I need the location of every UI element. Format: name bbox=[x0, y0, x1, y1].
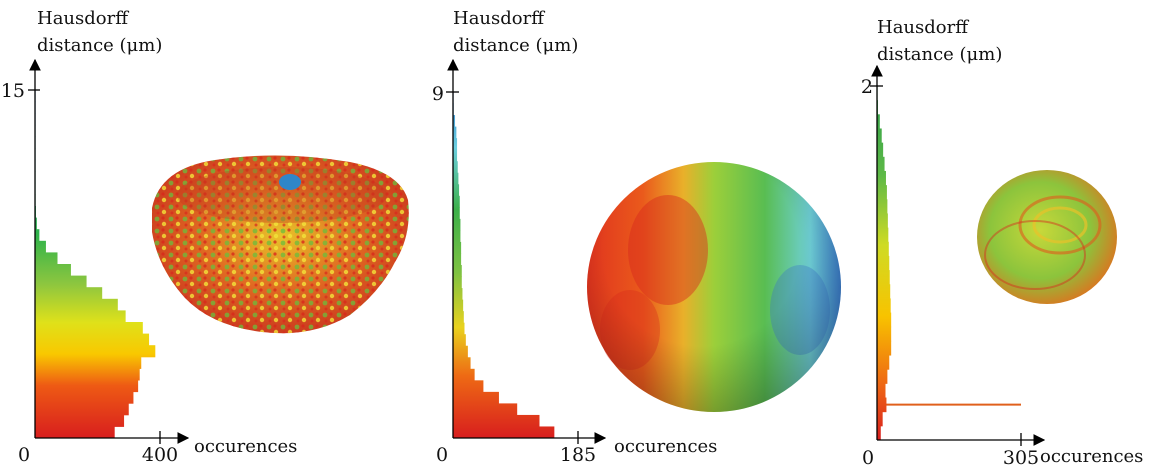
histogram-bar bbox=[453, 126, 457, 139]
histogram-bar bbox=[453, 380, 484, 393]
panel-2: Hausdorff distance (μm) 9 0 185 occurenc… bbox=[432, 8, 841, 466]
y-tick-label: 9 bbox=[432, 83, 444, 105]
histogram-bar bbox=[877, 397, 887, 413]
histogram-bar bbox=[35, 345, 156, 358]
histogram-bar bbox=[877, 425, 881, 441]
histogram-bar bbox=[877, 213, 888, 229]
histogram-bars bbox=[35, 90, 156, 439]
histogram-bar bbox=[453, 368, 475, 381]
histogram-bar bbox=[453, 403, 518, 416]
histogram-bar bbox=[35, 380, 139, 393]
histogram-bar bbox=[453, 426, 555, 439]
histogram-bar bbox=[453, 230, 461, 243]
histogram-bar bbox=[877, 114, 880, 129]
histogram-bar bbox=[35, 217, 37, 230]
histogram-bar bbox=[453, 265, 462, 278]
histogram-bar bbox=[35, 403, 129, 416]
x-axis-label: occurences bbox=[614, 436, 717, 457]
histogram-bar bbox=[453, 138, 458, 151]
histogram-bar bbox=[35, 426, 115, 439]
histogram-bar bbox=[35, 275, 87, 288]
histogram-bar bbox=[35, 252, 58, 265]
x-tick-label-max: 305 bbox=[1003, 447, 1039, 467]
histogram-bar bbox=[877, 241, 889, 257]
histogram-bar bbox=[35, 240, 46, 253]
histogram-bar bbox=[453, 241, 462, 254]
y-axis-label-line1: Hausdorff bbox=[453, 8, 545, 29]
histogram-bar bbox=[453, 334, 466, 347]
histogram-bar bbox=[453, 218, 461, 231]
histogram-bar bbox=[35, 298, 118, 311]
model-render-egg bbox=[977, 170, 1117, 304]
model-render-sphere bbox=[587, 162, 841, 412]
histogram-bar bbox=[453, 195, 460, 208]
x-tick-label-0: 0 bbox=[862, 447, 874, 467]
y-axis-label-line1: Hausdorff bbox=[877, 17, 969, 38]
histogram-bar bbox=[453, 149, 458, 162]
y-axis-label-line2: distance (μm) bbox=[453, 35, 578, 56]
histogram-bar bbox=[453, 299, 464, 312]
y-tick-label: 15 bbox=[1, 80, 25, 102]
histogram-bar bbox=[877, 326, 892, 342]
histogram-bar bbox=[877, 170, 886, 186]
y-axis-label-line2: distance (μm) bbox=[37, 35, 162, 56]
histogram-bars bbox=[877, 86, 1021, 441]
histogram-bar bbox=[453, 161, 458, 174]
x-tick-label-max: 400 bbox=[142, 444, 178, 466]
histogram-bar bbox=[453, 357, 471, 370]
histogram-bar bbox=[877, 128, 882, 144]
panel-1: Hausdorff distance (μm) 15 0 400 occuren… bbox=[1, 8, 409, 466]
histogram-bar bbox=[453, 207, 460, 220]
histogram-bar bbox=[877, 369, 888, 384]
histogram-bar bbox=[877, 312, 892, 328]
histogram-bar bbox=[877, 255, 890, 271]
histogram-bar bbox=[453, 322, 465, 335]
histogram-bar bbox=[35, 229, 40, 242]
y-tick-label: 2 bbox=[861, 76, 873, 98]
histogram-bar bbox=[35, 391, 134, 404]
model-render-bowl bbox=[152, 155, 409, 334]
histogram-bar bbox=[877, 156, 885, 172]
x-axis-label: occurences bbox=[1040, 446, 1143, 467]
x-tick-label-0: 0 bbox=[436, 444, 448, 466]
histogram-bar bbox=[35, 310, 126, 323]
histogram-bar bbox=[453, 288, 463, 301]
histogram-bar bbox=[877, 185, 887, 200]
histogram-bar bbox=[877, 199, 888, 214]
histogram-bar bbox=[35, 414, 125, 427]
histogram-bar bbox=[35, 356, 142, 369]
histogram-bar bbox=[35, 322, 143, 335]
x-axis-label: occurences bbox=[194, 436, 297, 457]
histogram-bar bbox=[453, 276, 462, 289]
histogram-bar bbox=[877, 142, 884, 158]
histogram-bar bbox=[453, 184, 460, 197]
x-tick-label-max: 185 bbox=[560, 444, 596, 466]
panel-3: Hausdorff distance (μm) 2 0 305 occurenc… bbox=[861, 17, 1144, 467]
histogram-bar bbox=[453, 414, 540, 427]
histogram-bar bbox=[877, 411, 883, 427]
x-tick-label-0: 0 bbox=[18, 444, 30, 466]
histogram-bar bbox=[453, 345, 468, 358]
histogram-bar bbox=[35, 287, 103, 300]
histogram-bar bbox=[453, 172, 459, 185]
histogram-bar bbox=[35, 264, 71, 277]
histogram-bar bbox=[453, 253, 462, 266]
histogram-bar bbox=[877, 284, 891, 299]
histogram-bar bbox=[453, 311, 464, 324]
histogram-bar bbox=[35, 368, 140, 381]
histogram-bar bbox=[877, 383, 886, 399]
y-axis-label-line2: distance (μm) bbox=[877, 44, 1002, 65]
histogram-bar bbox=[877, 227, 889, 243]
histogram-bar bbox=[877, 340, 892, 356]
y-axis-label-line1: Hausdorff bbox=[37, 8, 129, 29]
histogram-bar bbox=[877, 270, 890, 285]
histogram-bar bbox=[877, 355, 890, 370]
histogram-bar bbox=[877, 298, 891, 314]
histogram-bar bbox=[453, 115, 456, 128]
histogram-bar bbox=[453, 391, 499, 404]
histogram-bars bbox=[453, 92, 555, 439]
histogram-bar bbox=[35, 333, 150, 346]
